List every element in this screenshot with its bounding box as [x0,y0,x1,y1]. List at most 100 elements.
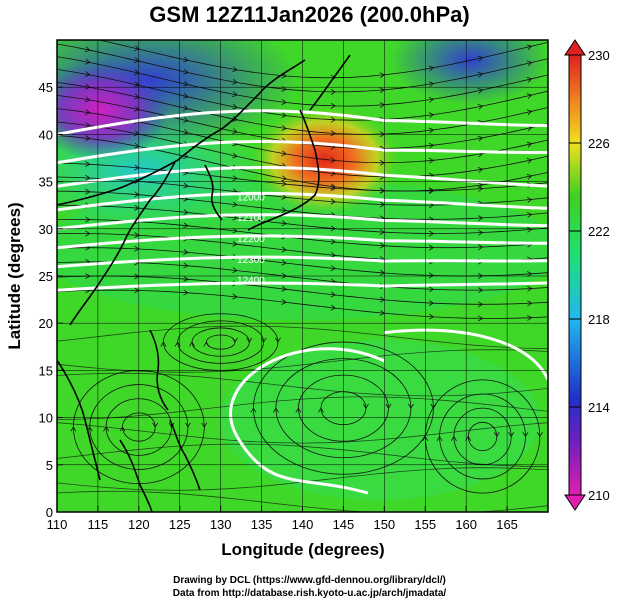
streamline-arrow [428,81,435,88]
map-plot-area: 12000 12100 12200 12300 12400 [57,35,548,512]
streamline-arrow [317,407,324,413]
contour-label-12300: 12300 [237,255,265,266]
field-red-high [250,105,400,215]
y-tick-label-10: 10 [39,411,53,426]
streamline-arrow [85,161,91,167]
streamline-arrow [526,76,533,83]
streamline-arrow [428,244,435,251]
streamline-arrow [527,314,533,321]
streamline-arrow [85,35,90,40]
streamline-arrow [493,431,500,438]
streamline-arrow [526,60,533,67]
streamline-arrow [408,403,414,409]
streamline-arrow [477,167,484,173]
streamline-arrow [281,125,287,131]
colorbar-gradient [568,54,582,496]
streamline-arrow [183,249,189,255]
streamline-arrow [84,122,91,128]
streamline-arrow [477,287,484,294]
streamline-arrow [526,141,533,148]
streamline-arrow [428,142,435,149]
streamline-arrow [428,65,435,72]
streamline-arrow [183,262,189,269]
streamline-arrow [272,407,279,413]
streamline-arrow [428,127,435,134]
streamline-arrow [330,265,336,272]
streamline-arrow [477,215,484,222]
streamline-arrow [183,68,189,75]
field-pink-low [57,60,170,160]
contour-labels: 12000 12100 12200 12300 12400 [237,192,265,286]
coastlines [57,54,351,512]
colorbar-label-218: 218 [588,312,610,327]
streamline-arrow [385,403,392,409]
streamline-arrow [527,300,533,307]
streamline-arrow [183,182,189,189]
streamline-arrow [465,435,472,442]
streamline-arrow [203,341,210,347]
streamline-arrow [330,238,336,245]
y-tick-label-15: 15 [39,363,53,378]
streamline-arrow [281,180,287,187]
streamline-arrow [281,112,287,118]
streamline-arrow [330,102,336,109]
credits-line-1: Drawing by DCL (https://www.gfd-dennou.o… [173,575,446,586]
streamline-arrow [85,230,91,237]
streamline-arrow [183,276,189,282]
streamline-arrow [232,267,238,274]
x-tick-label-125: 125 [169,517,191,532]
streamline-arrow [183,209,189,216]
y-tick-label-5: 5 [46,458,53,473]
streamline-arrow [527,271,533,278]
streamline-arrow [330,198,336,205]
streamline-arrow [330,116,336,123]
x-tick-label-160: 160 [455,517,477,532]
contour-label-12400: 12400 [237,276,265,287]
x-tick-label-135: 135 [251,517,273,532]
streamline-arrow [281,220,287,227]
streamline-arrow [330,88,336,95]
streamline-arrow [428,187,435,194]
streamline-arrow [526,157,533,164]
colorbar-label-226: 226 [588,136,610,151]
colorbar-label-210: 210 [588,488,610,503]
streamline-arrow [477,315,484,322]
streamline-arrow [281,285,287,292]
x-tick-label-120: 120 [128,517,150,532]
x-tick-label-145: 145 [333,517,355,532]
streamline-arrow [201,422,208,428]
x-tick-label-150: 150 [373,517,395,532]
x-tick-label-140: 140 [292,517,314,532]
streamline-arrow [428,112,435,119]
streamline-arrow [183,289,189,296]
streamline-arrow [478,244,484,251]
streamline-arrow [436,435,443,442]
streamline-arrow [527,285,533,292]
streamline-arrow [84,109,91,115]
colorbar-label-222: 222 [588,224,610,239]
y-tick-label-45: 45 [39,80,53,95]
streamline-arrow [84,96,91,103]
contour-label-12100: 12100 [237,213,265,224]
streamline-arrow [522,431,529,438]
streamline-arrow [526,226,533,233]
streamline-arrow [477,135,484,142]
streamline-arrow [281,298,287,305]
x-tick-label-155: 155 [414,517,436,532]
streamline-arrow [232,152,238,159]
credits: Drawing by DCL (https://www.gfd-dennou.o… [0,574,619,600]
streamline-arrow [183,56,189,63]
y-tick-label-20: 20 [39,316,53,331]
streamline-arrow [477,301,484,308]
streamline-arrow [232,128,238,135]
streamline-arrow [185,422,191,428]
streamline-arrow [281,175,287,182]
streamline-arrow [275,337,281,343]
streamline-arrow [232,201,238,208]
streamline-arrow [232,91,238,98]
streamline-arrow [183,105,189,111]
streamline-arrow [477,87,484,94]
streamline-arrow [477,103,484,110]
streamline-arrow [85,135,91,141]
streamline-arrow [232,66,238,73]
